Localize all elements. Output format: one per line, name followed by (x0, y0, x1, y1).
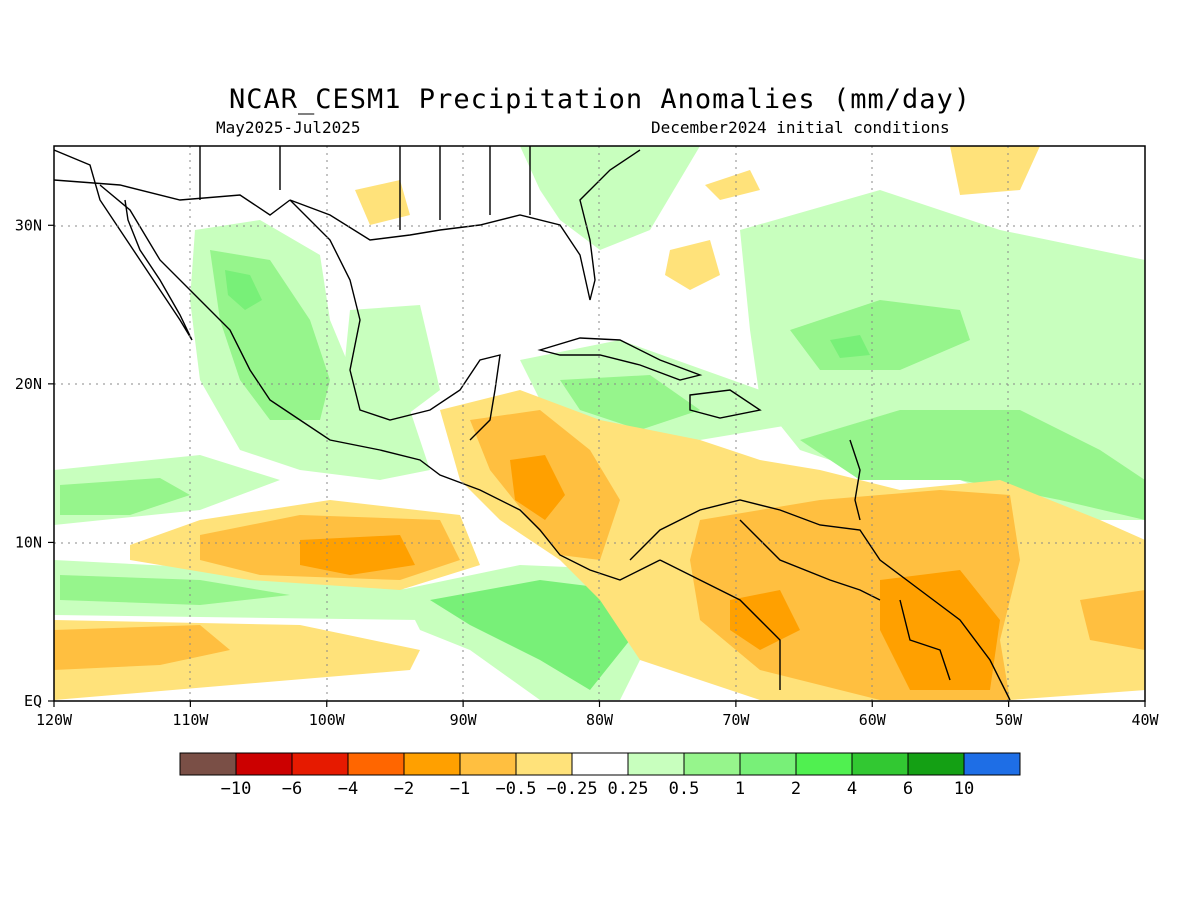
chart-title: NCAR_CESM1 Precipitation Anomalies (mm/d… (229, 84, 971, 115)
dry-region-guiana-core (880, 570, 1000, 690)
wet-region-pacific-band-core (60, 478, 190, 515)
border-colombia (659, 559, 781, 690)
colorbar-label: −1 (450, 779, 470, 799)
coast-hispaniola (689, 389, 762, 419)
border-guyana (899, 599, 951, 681)
graticule (54, 146, 1145, 701)
forecast-period: May2025-Jul2025 (216, 118, 361, 137)
colorbar-label: 1 (735, 779, 745, 799)
wet-region-mexico-peak (225, 270, 262, 310)
coast-us-gulf (289, 149, 641, 301)
lat-tick-label: 10N (15, 533, 42, 551)
border-us-mexico (54, 179, 291, 216)
coast-mexico-pacific (99, 184, 661, 581)
lon-tick-label: 110W (172, 711, 209, 729)
wet-region-atlantic-peak (830, 335, 870, 358)
lon-tick-label: 100W (309, 711, 346, 729)
coastlines (54, 146, 1011, 701)
lat-tick-label: EQ (24, 692, 42, 710)
colorbar-swatch (795, 752, 853, 776)
colorbar-label: −10 (221, 779, 252, 799)
colorbar-label: 6 (903, 779, 913, 799)
border-venezuela (739, 519, 881, 601)
us-state-borders (199, 146, 531, 230)
coast-south-america (629, 499, 1011, 701)
lat-tick-label: 20N (15, 375, 42, 393)
dry-region-atlantic-northeast (950, 146, 1040, 195)
wet-region-atlantic-core-south (800, 410, 1145, 520)
lon-tick-label: 70W (722, 711, 750, 729)
wet-region-panama-bight-core (430, 580, 630, 690)
wet-region-gulf (345, 305, 440, 420)
colorbar-swatch (291, 752, 349, 776)
colorbar-swatch (963, 752, 1021, 776)
anomaly-field (54, 146, 1145, 700)
dry-region-bahamas (665, 240, 720, 290)
colorbar-label: 4 (847, 779, 857, 799)
dry-region-honduras-core (510, 455, 565, 520)
colorbar-swatch (235, 752, 293, 776)
colorbar-label: −0.25 (546, 779, 597, 799)
dry-region-atlantic-east (1080, 590, 1145, 650)
colorbar-label: 0.25 (608, 779, 649, 799)
colorbar-label: −2 (394, 779, 414, 799)
colorbar-label: 10 (954, 779, 974, 799)
colorbar-swatch (179, 752, 237, 776)
colorbar-label: −0.5 (496, 779, 537, 799)
wet-region-pacific-south-core (60, 575, 290, 605)
colorbar-label: 2 (791, 779, 801, 799)
lat-tick-label: 30N (15, 216, 42, 234)
wet-region-hispaniola (560, 375, 700, 430)
colorbar-swatch (515, 752, 573, 776)
axis-ticks: 120W 110W 100W 90W 80W 70W 60W 50W 40W EQ 10N 20N 30… (15, 216, 1160, 729)
lon-tick-label: 120W (36, 711, 73, 729)
colorbar: −10 −6 −4 −2 −1 −0.5 −0.25 0.25 0.5 1 2 4 6 10 (179, 752, 1021, 799)
dry-region-gulf-coast (355, 180, 410, 225)
colorbar-label: −6 (282, 779, 302, 799)
lon-tick-label: 40W (1131, 711, 1159, 729)
coast-cuba (537, 337, 703, 381)
dry-region-pacific-itcz-peak (300, 535, 415, 575)
lon-tick-label: 60W (859, 711, 887, 729)
colorbar-swatch (347, 752, 405, 776)
colorbar-swatch (907, 752, 965, 776)
colorbar-swatch (739, 752, 797, 776)
wet-region-us-east (520, 146, 700, 250)
colorbar-swatch (683, 752, 741, 776)
coast-baja (54, 149, 193, 341)
lon-tick-label: 50W (995, 711, 1023, 729)
dry-region-eastern-pacific-core (54, 625, 230, 670)
colorbar-swatch (851, 752, 909, 776)
colorbar-swatch (403, 752, 461, 776)
colorbar-swatch (459, 752, 517, 776)
initial-conditions: December2024 initial conditions (651, 118, 950, 137)
dry-region-atlantic-north (705, 170, 760, 200)
lon-tick-label: 90W (450, 711, 478, 729)
lesser-antilles (849, 439, 861, 521)
lon-tick-label: 80W (586, 711, 614, 729)
colorbar-swatch (627, 752, 685, 776)
colorbar-label: 0.5 (669, 779, 700, 799)
dry-region-south-america-core (730, 590, 800, 650)
colorbar-label: −4 (338, 779, 358, 799)
wet-region-atlantic-core-north (790, 300, 970, 370)
colorbar-swatch (571, 752, 629, 776)
